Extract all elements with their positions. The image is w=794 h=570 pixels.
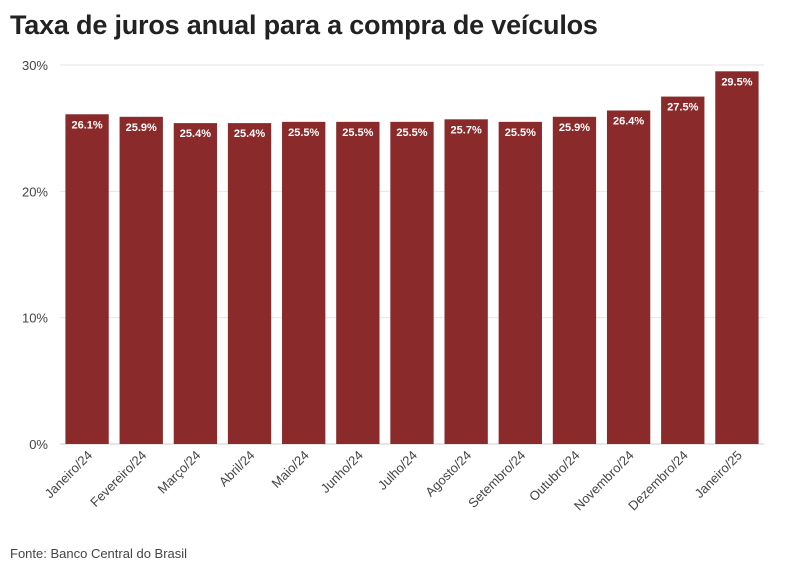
y-tick-label: 30% [22,58,48,73]
bars [65,71,759,445]
data-label: 26.4% [613,115,644,127]
x-tick-label: Junho/24 [318,448,366,496]
x-tick-label: Fevereiro/24 [87,448,149,510]
data-label: 25.4% [234,128,265,140]
bar [661,96,705,444]
x-tick-label: Janeiro/24 [42,448,96,502]
x-tick-label: Janeiro/25 [692,448,746,502]
data-label: 25.9% [126,122,157,134]
bar [715,71,759,445]
data-label: 26.1% [71,119,102,131]
data-label: 25.7% [451,124,482,136]
data-label: 25.5% [342,127,373,139]
source-note: Fonte: Banco Central do Brasil [10,546,188,561]
bar [444,119,488,444]
bar [119,116,163,445]
x-tick-label: Agosto/24 [422,448,474,500]
data-label: 25.5% [505,127,536,139]
x-tick-label: Outubro/24 [526,448,583,505]
data-label: 29.5% [721,76,752,88]
data-label: 25.9% [559,122,590,134]
x-tick-label: Julho/24 [375,448,420,493]
y-tick-label: 0% [29,437,48,452]
x-tick-label: Abril/24 [216,448,258,490]
bar [498,121,542,444]
bar [552,116,597,445]
data-labels: 26.1% 25.9% 25.4% 25.4% 25.5% 25.5% 25.5% 25.7%… [71,76,752,140]
bar-chart: 0% 10% 20% 30% 26.1% 25.9% 25.4% 25.4% 25.5% 25.… [22,58,764,514]
data-label: 25.4% [180,128,211,140]
data-label: 27.5% [667,102,698,114]
y-tick-label: 10% [22,311,48,326]
x-tick-label: Setembro/24 [465,448,528,511]
bar [173,123,218,444]
bar [227,123,272,444]
x-tick-label: Março/24 [155,448,204,497]
y-tick-label: 20% [22,184,48,199]
data-label: 25.5% [288,127,319,139]
bar [282,121,326,444]
bar [336,121,380,444]
bar [65,114,109,445]
data-label: 25.5% [396,127,427,139]
bar [606,110,651,444]
bar [390,121,434,444]
y-axis: 0% 10% 20% 30% [22,58,48,452]
chart-title: Taxa de juros anual para a compra de veí… [10,10,598,40]
x-tick-label: Maio/24 [269,448,312,491]
